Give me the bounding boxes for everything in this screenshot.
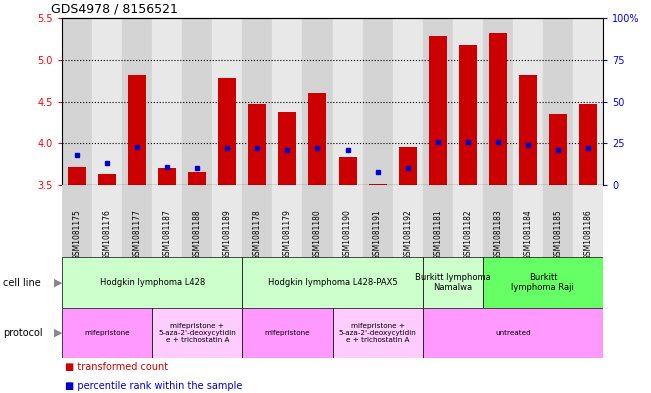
Bar — [68, 167, 86, 185]
Text: protocol: protocol — [3, 328, 43, 338]
Bar — [212, 185, 242, 257]
Bar — [182, 185, 212, 257]
Text: mifepristone: mifepristone — [84, 330, 130, 336]
Bar — [92, 185, 122, 257]
Bar — [393, 18, 422, 185]
Bar — [242, 185, 272, 257]
Bar — [422, 308, 603, 358]
Bar — [152, 308, 242, 358]
Bar — [62, 185, 92, 257]
Text: mifepristone: mifepristone — [264, 330, 311, 336]
Text: ■ percentile rank within the sample: ■ percentile rank within the sample — [65, 381, 242, 391]
Bar — [158, 168, 176, 185]
Bar — [363, 18, 393, 185]
Text: untreated: untreated — [495, 330, 531, 336]
Bar — [242, 308, 333, 358]
Bar — [339, 158, 357, 185]
Bar — [363, 185, 393, 257]
Bar — [182, 18, 212, 185]
Bar — [272, 18, 303, 185]
Bar — [333, 18, 363, 185]
Bar — [98, 174, 116, 185]
Bar — [549, 114, 567, 185]
Bar — [483, 185, 513, 257]
Text: Burkitt
lymphoma Raji: Burkitt lymphoma Raji — [512, 273, 574, 292]
Bar — [519, 75, 537, 185]
Bar — [309, 93, 327, 185]
Bar — [62, 257, 242, 308]
Bar — [242, 18, 272, 185]
Text: GDS4978 / 8156521: GDS4978 / 8156521 — [51, 2, 178, 15]
Bar — [62, 18, 92, 185]
Bar — [333, 185, 363, 257]
Bar — [422, 185, 452, 257]
Text: mifepristone +
5-aza-2'-deoxycytidin
e + trichostatin A: mifepristone + 5-aza-2'-deoxycytidin e +… — [158, 323, 236, 343]
Bar — [428, 37, 447, 185]
Bar — [368, 184, 387, 185]
Bar — [279, 112, 296, 185]
Bar — [242, 257, 422, 308]
Bar — [452, 185, 483, 257]
Bar — [212, 18, 242, 185]
Text: ■ transformed count: ■ transformed count — [65, 362, 168, 372]
Bar — [272, 185, 303, 257]
Bar — [333, 308, 422, 358]
Bar — [218, 78, 236, 185]
Text: Burkitt lymphoma
Namalwa: Burkitt lymphoma Namalwa — [415, 273, 491, 292]
Bar — [483, 257, 603, 308]
Bar — [513, 18, 543, 185]
Bar — [188, 173, 206, 185]
Bar — [452, 18, 483, 185]
Bar — [62, 308, 152, 358]
Bar — [248, 104, 266, 185]
Bar — [152, 185, 182, 257]
Bar — [489, 33, 507, 185]
Bar — [459, 45, 477, 185]
Bar — [92, 18, 122, 185]
Bar — [573, 18, 603, 185]
Text: ▶: ▶ — [54, 277, 62, 288]
Bar — [303, 18, 333, 185]
Text: mifepristone +
5-aza-2'-deoxycytidin
e + trichostatin A: mifepristone + 5-aza-2'-deoxycytidin e +… — [339, 323, 417, 343]
Text: cell line: cell line — [3, 277, 41, 288]
Bar — [122, 185, 152, 257]
Bar — [483, 18, 513, 185]
Bar — [122, 18, 152, 185]
Bar — [579, 104, 597, 185]
Bar — [422, 18, 452, 185]
Bar — [393, 185, 422, 257]
Bar — [422, 257, 483, 308]
Bar — [152, 18, 182, 185]
Bar — [543, 18, 573, 185]
Bar — [573, 185, 603, 257]
Text: Hodgkin lymphoma L428: Hodgkin lymphoma L428 — [100, 278, 205, 287]
Bar — [513, 185, 543, 257]
Bar — [398, 147, 417, 185]
Bar — [303, 185, 333, 257]
Text: Hodgkin lymphoma L428-PAX5: Hodgkin lymphoma L428-PAX5 — [268, 278, 397, 287]
Text: ▶: ▶ — [54, 328, 62, 338]
Bar — [128, 75, 146, 185]
Bar — [543, 185, 573, 257]
